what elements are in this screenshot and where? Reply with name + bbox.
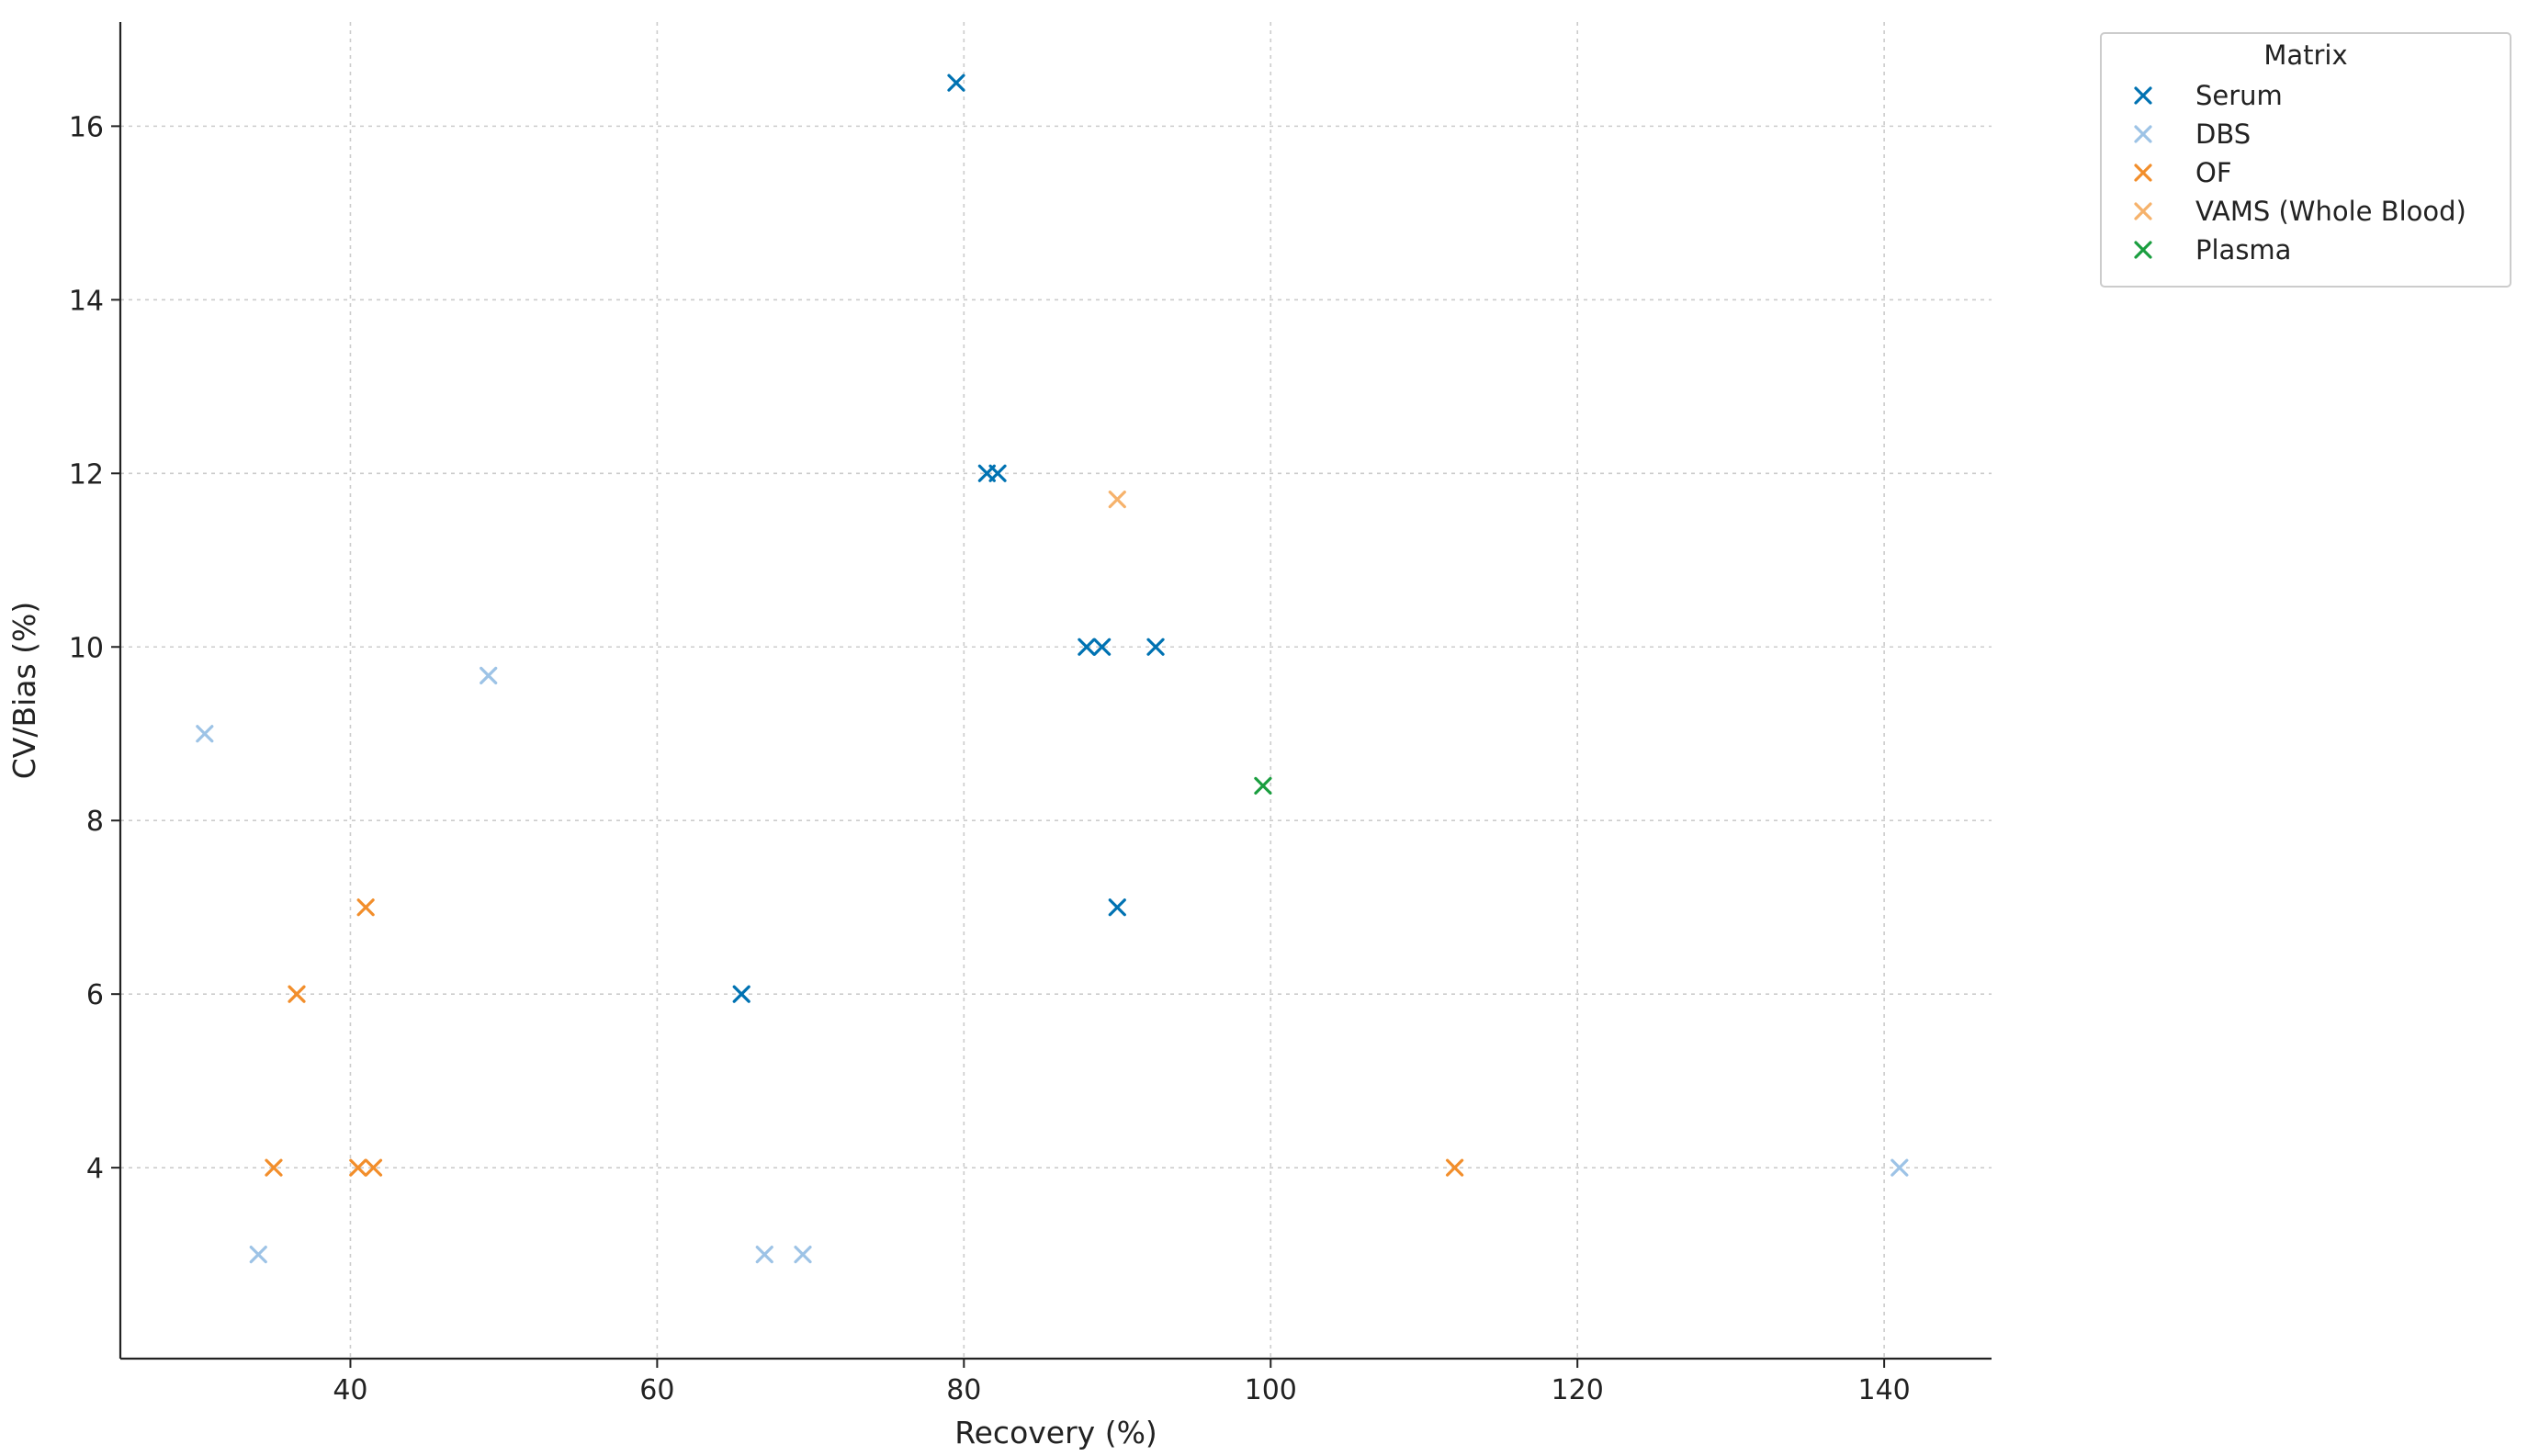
legend-title: Matrix <box>2263 40 2347 71</box>
x-ticks: 40 60 80 100 120 140 <box>333 1359 1911 1406</box>
legend-label-vams-whole-blood: VAMS (Whole Blood) <box>2195 196 2466 227</box>
point-dbs-5 <box>1890 1158 1909 1177</box>
x-axis-label: Recovery (%) <box>954 1415 1157 1450</box>
x-tick-label-120: 120 <box>1552 1374 1604 1406</box>
y-axis-label: CV/Bias (%) <box>6 602 42 780</box>
point-serum-6 <box>1108 898 1126 917</box>
legend-label-of: OF <box>2195 157 2232 188</box>
y-tick-label-8: 8 <box>86 806 104 838</box>
point-serum-5 <box>1146 638 1165 656</box>
point-of-1 <box>288 985 306 1003</box>
y-tick-label-6: 6 <box>86 979 104 1011</box>
point-dbs-1 <box>480 666 498 685</box>
legend-item-vams-whole-blood: VAMS (Whole Blood) <box>2134 196 2466 227</box>
legend-label-plasma: Plasma <box>2195 234 2291 265</box>
point-serum-3 <box>1078 638 1096 656</box>
series-serum <box>732 73 1165 1003</box>
legend-box <box>2100 32 2511 288</box>
point-plasma-0 <box>1254 776 1272 796</box>
point-dbs-2 <box>249 1246 267 1264</box>
series-plasma <box>1254 776 1272 796</box>
point-of-2 <box>265 1158 283 1177</box>
point-of-5 <box>1446 1158 1464 1177</box>
x-tick-label-40: 40 <box>333 1374 367 1406</box>
point-of-0 <box>356 898 375 917</box>
legend-marker-serum <box>2134 86 2152 105</box>
axes <box>118 22 1992 1360</box>
x-tick-label-60: 60 <box>639 1374 674 1406</box>
data-points <box>196 73 1909 1264</box>
point-dbs-3 <box>755 1246 773 1264</box>
grid-lines <box>120 22 1992 1359</box>
point-serum-0 <box>947 73 965 92</box>
legend-label-dbs: DBS <box>2195 119 2251 150</box>
point-dbs-0 <box>196 725 214 743</box>
point-serum-4 <box>1092 638 1112 656</box>
legend-item-plasma: Plasma <box>2134 234 2291 265</box>
point-of-3 <box>349 1158 367 1177</box>
y-tick-label-12: 12 <box>69 458 104 491</box>
x-tick-label-80: 80 <box>946 1374 981 1406</box>
legend-marker-dbs <box>2134 125 2152 143</box>
x-tick-label-100: 100 <box>1245 1374 1297 1406</box>
legend: Matrix Serum DBS OF VAMS (Whole Blood) Plasm… <box>2100 32 2511 288</box>
legend-marker-of <box>2134 164 2152 182</box>
point-dbs-4 <box>794 1246 812 1264</box>
y-tick-label-16: 16 <box>69 111 104 143</box>
series-dbs <box>196 666 1909 1264</box>
x-tick-label-140: 140 <box>1857 1374 1910 1406</box>
point-of-4 <box>364 1158 383 1177</box>
point-vams-whole-blood-0 <box>1108 491 1126 509</box>
legend-item-dbs: DBS <box>2134 119 2251 150</box>
y-tick-label-10: 10 <box>69 632 104 664</box>
y-ticks: 4 6 8 10 12 14 16 <box>69 111 120 1185</box>
point-serum-2 <box>988 464 1007 482</box>
legend-item-serum: Serum <box>2134 80 2283 111</box>
series-vams-whole-blood <box>1108 491 1126 509</box>
point-serum-7 <box>732 985 750 1003</box>
legend-marker-plasma <box>2134 241 2152 259</box>
legend-item-of: OF <box>2134 157 2232 188</box>
y-tick-label-4: 4 <box>86 1153 104 1185</box>
series-of <box>265 898 1464 1177</box>
y-tick-label-14: 14 <box>69 285 104 317</box>
legend-items: Serum DBS OF VAMS (Whole Blood) Plasma <box>2134 80 2466 265</box>
legend-label-serum: Serum <box>2195 80 2283 111</box>
legend-marker-vams-whole-blood <box>2134 202 2152 220</box>
